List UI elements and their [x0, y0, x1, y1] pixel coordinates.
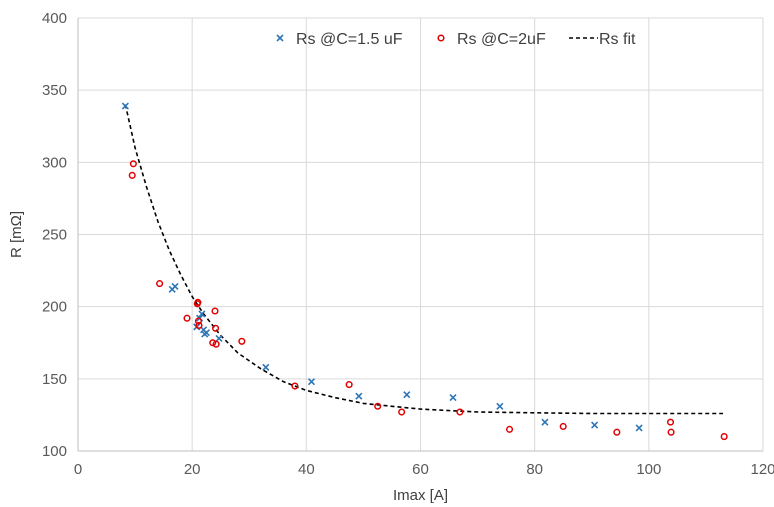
series2-point [345, 381, 353, 389]
x-tick-label: 0 [74, 461, 82, 478]
series1-point [635, 424, 643, 432]
series2-point [666, 418, 675, 426]
x-marker-stroke [403, 391, 411, 399]
y-tick-label: 400 [42, 10, 67, 27]
x-tick-label: 100 [636, 461, 661, 478]
series2-point [456, 408, 464, 416]
series1-point [262, 363, 270, 371]
y-tick-label: 350 [42, 82, 67, 99]
x-tick-label: 80 [526, 461, 543, 478]
series2-point [291, 382, 299, 390]
series2-point [128, 171, 136, 179]
series2-point [238, 337, 246, 345]
y-tick-label: 150 [42, 371, 67, 388]
legend-item-fit: Rs fit [569, 31, 636, 48]
series2-point [613, 428, 621, 436]
x-marker-stroke [496, 402, 504, 410]
series2-point [211, 307, 219, 315]
data-points [121, 102, 728, 441]
axes [77, 18, 763, 452]
tick-labels: 0 20 40 60 80 100 120 100 150 200 250 300 350 400 [42, 10, 774, 478]
series2-point [194, 298, 202, 306]
x-marker-stroke [635, 424, 643, 432]
series2-point [667, 428, 675, 436]
fit-curve [124, 104, 723, 415]
legend-circle-marker [437, 34, 445, 42]
series2-point [129, 160, 137, 168]
series2-point [559, 422, 567, 431]
legend-x-marker [276, 34, 284, 42]
y-tick-label: 100 [42, 443, 67, 460]
legend-label-series1: Rs @C=1.5 uF [296, 31, 403, 48]
series1-point [121, 102, 129, 110]
x-marker-stroke [449, 394, 457, 402]
legend: Rs @C=1.5 uF Rs @C=2uF Rs fit [276, 31, 636, 48]
series2-point [156, 280, 164, 288]
series1-point [215, 334, 223, 342]
series1-point [403, 391, 411, 399]
series1-point [198, 310, 206, 318]
series1-point [307, 378, 316, 386]
y-tick-label: 300 [42, 154, 67, 171]
series1-point [591, 421, 599, 429]
legend-circle-glyph [437, 34, 445, 42]
x-marker-stroke [202, 329, 211, 337]
x-axis-title: Imax [A] [393, 487, 448, 504]
legend-x-glyph [276, 34, 284, 42]
series2-point [720, 433, 728, 441]
x-marker-stroke [198, 310, 206, 318]
series1-point [496, 402, 504, 410]
x-marker-stroke [276, 34, 284, 42]
legend-item-series2: Rs @C=2uF [437, 31, 546, 48]
series2-point [209, 339, 217, 347]
series1-point [355, 392, 363, 400]
series2-point [183, 314, 191, 322]
series1-point [171, 282, 179, 291]
x-tick-label: 20 [184, 461, 201, 478]
series2-point [398, 408, 406, 416]
series2-point [212, 324, 220, 332]
x-marker-stroke [171, 282, 179, 291]
legend-label-fit: Rs fit [599, 31, 636, 48]
series2-point [506, 425, 514, 433]
x-tick-label: 120 [750, 461, 774, 478]
legend-label-series2: Rs @C=2uF [457, 31, 546, 48]
series2-point [194, 317, 202, 325]
grid-lines [78, 17, 764, 451]
series2-point [212, 340, 220, 348]
y-tick-label: 200 [42, 299, 67, 316]
x-marker-stroke [355, 392, 363, 400]
x-marker-stroke [307, 378, 316, 386]
x-tick-label: 40 [298, 461, 315, 478]
fit-curve-line [124, 104, 723, 415]
legend-item-series1: Rs @C=1.5 uF [276, 31, 403, 48]
y-tick-label: 250 [42, 227, 67, 244]
series2-point [195, 321, 203, 329]
x-marker-stroke [262, 363, 270, 371]
series2-point [374, 402, 382, 410]
y-axis-title: R [mΩ] [8, 211, 25, 258]
x-marker-stroke [591, 421, 599, 429]
x-tick-label: 60 [412, 461, 429, 478]
x-marker-stroke [121, 102, 129, 110]
x-marker-stroke [215, 334, 223, 342]
series1-point [541, 418, 549, 426]
series1-point [202, 329, 211, 337]
x-marker-stroke [541, 418, 549, 426]
series1-point [449, 394, 457, 402]
